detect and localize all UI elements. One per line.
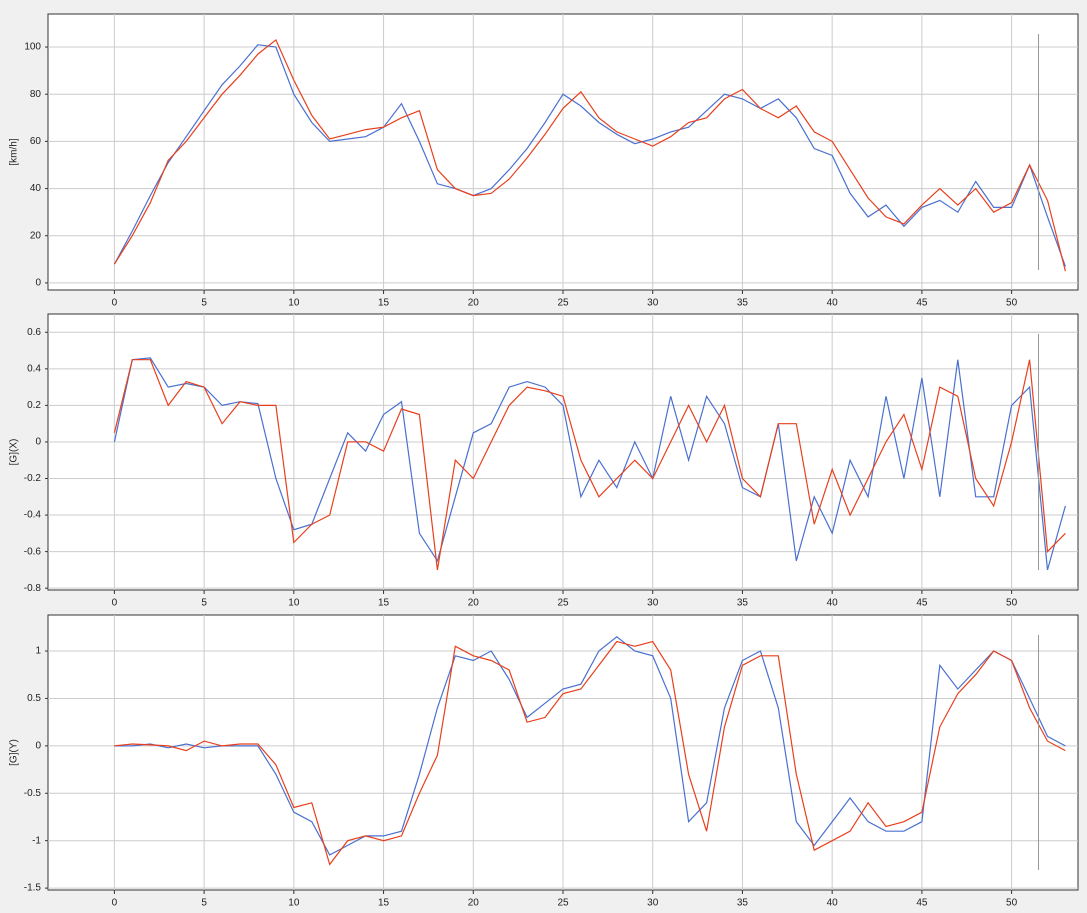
x-tick-label: 15 [378, 898, 390, 909]
y-tick-label: 0 [35, 278, 41, 289]
y-tick-label: -0.2 [24, 473, 42, 484]
x-tick-label: 30 [647, 598, 659, 609]
x-tick-label: 0 [112, 598, 118, 609]
line-series [114, 636, 1066, 856]
y-tick-label: 0.6 [27, 327, 41, 338]
x-tick-label: 45 [916, 298, 928, 309]
x-tick-label: 25 [557, 598, 569, 609]
x-tick-label: 20 [468, 298, 480, 309]
x-tick-label: 50 [1006, 898, 1018, 909]
x-tick-label: 0 [112, 298, 118, 309]
x-tick-label: 20 [468, 598, 480, 609]
x-tick-label: 40 [827, 898, 839, 909]
y-tick-label: -0.5 [24, 788, 42, 799]
y-tick-label: 0.4 [27, 363, 41, 374]
x-tick-label: 5 [201, 598, 207, 609]
y-tick-label: 40 [30, 183, 42, 194]
line-series [113, 359, 1066, 570]
x-tick-label: 0 [112, 898, 118, 909]
line-series [114, 640, 1066, 866]
y-tick-label: 0 [35, 741, 41, 752]
y-tick-label: 0.2 [27, 400, 41, 411]
x-tick-label: 5 [201, 898, 207, 909]
y-tick-label: 60 [30, 136, 42, 147]
y-axis-label: [G](Y) [9, 739, 20, 766]
x-tick-label: 45 [916, 898, 928, 909]
x-tick-label: 35 [737, 298, 749, 309]
y-axis-label: [km/h] [9, 138, 20, 165]
y-tick-label: -0.6 [24, 546, 42, 557]
x-tick-label: 10 [288, 898, 300, 909]
x-tick-label: 15 [378, 298, 390, 309]
y-tick-label: 80 [30, 89, 42, 100]
x-tick-label: 10 [288, 298, 300, 309]
x-tick-label: 15 [378, 598, 390, 609]
x-tick-label: 25 [557, 898, 569, 909]
y-tick-label: 100 [24, 42, 41, 53]
x-tick-label: 40 [827, 598, 839, 609]
x-tick-label: 30 [647, 898, 659, 909]
y-tick-label: -1 [32, 835, 41, 846]
y-tick-label: -0.8 [24, 583, 42, 594]
x-tick-label: 10 [288, 598, 300, 609]
x-tick-label: 35 [737, 898, 749, 909]
y-tick-label: 20 [30, 230, 42, 241]
x-tick-label: 25 [557, 298, 569, 309]
x-tick-label: 50 [1006, 598, 1018, 609]
y-tick-label: 1 [35, 646, 41, 657]
line-series [113, 44, 1066, 267]
x-tick-label: 35 [737, 598, 749, 609]
line-series [113, 38, 1066, 272]
x-tick-label: 5 [201, 298, 207, 309]
y-tick-label: -1.5 [24, 883, 42, 894]
x-tick-label: 20 [468, 898, 480, 909]
x-tick-label: 40 [827, 298, 839, 309]
y-tick-label: 0 [35, 437, 41, 448]
x-tick-label: 50 [1006, 298, 1018, 309]
y-tick-label: 0.5 [27, 693, 41, 704]
x-tick-label: 30 [647, 298, 659, 309]
y-tick-label: -0.4 [24, 510, 42, 521]
x-tick-label: 45 [916, 598, 928, 609]
y-axis-label: [G](X) [9, 439, 20, 466]
